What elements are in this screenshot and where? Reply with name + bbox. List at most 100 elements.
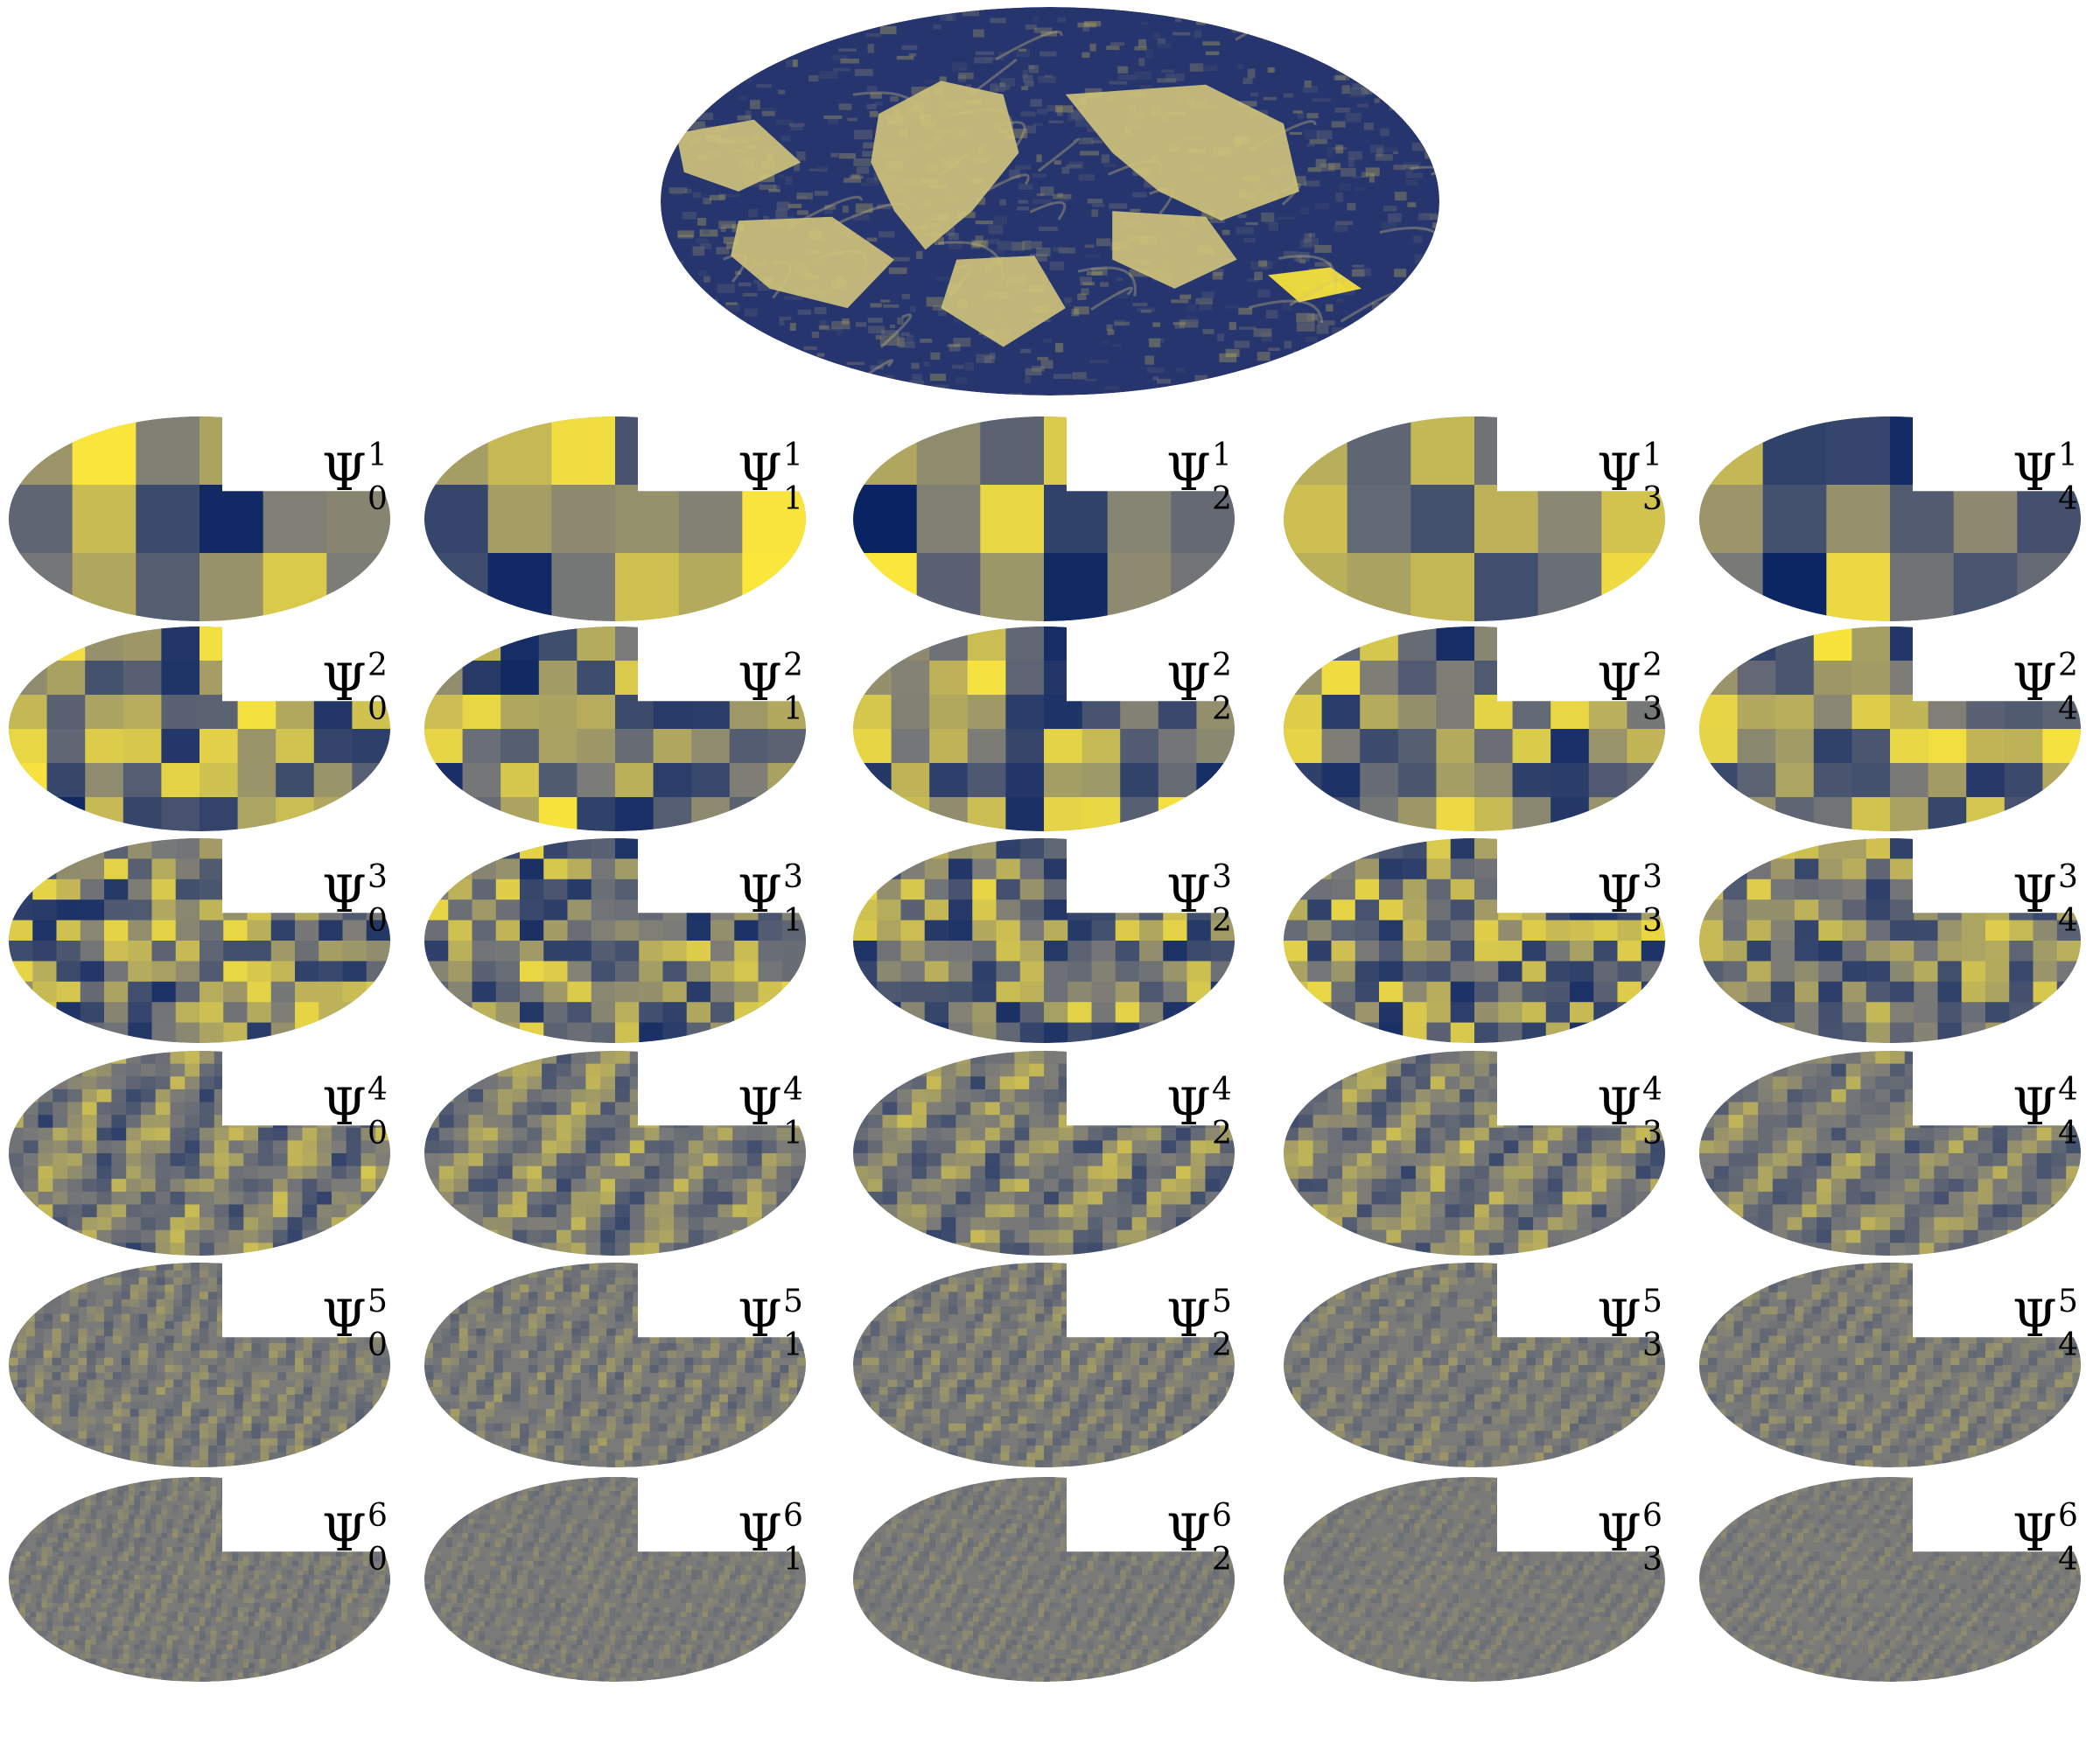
wavelet-cell [1347,553,1411,621]
wavelet-cell [1577,1166,1592,1180]
wavelet-cell [2009,981,2034,1003]
wavelet-cell [767,763,806,798]
wavelet-cell [173,1298,183,1307]
earth-texture [1432,54,1439,59]
wavelet-cell [1044,1217,1060,1231]
wavelet-cell [453,1127,469,1141]
wavelet-cell [984,1166,1001,1180]
wavelet-cell [1430,1088,1446,1103]
wavelet-cell [2051,1242,2067,1256]
earth-texture [1333,147,1348,150]
wavelet-cell [320,1342,331,1351]
earth-texture [738,95,747,101]
earth-texture [1356,342,1374,348]
wavelet-cell [23,1191,39,1206]
wavelet-cell [718,1217,733,1231]
wavelet-cell [1813,661,1852,696]
earth-texture [1020,348,1032,354]
earth-texture [848,15,862,19]
wavelet-cell [941,1063,956,1077]
earth-texture [669,325,687,328]
wavelet-cell [996,941,1021,962]
wavelet-cell [111,1102,127,1116]
wavelet-cell [453,1153,469,1167]
wavelet-cell [342,961,368,983]
wavelet-cell [128,838,153,859]
wavelet-cell [1205,1153,1221,1167]
wavelet-panel-l2-o3: Ψ2 3 [1284,621,1723,831]
wavelet-cell [1949,1217,1964,1231]
wavelet-cell [60,1284,70,1293]
wavelet-cell [882,1102,898,1116]
wavelet-label: Ψ2 1 [738,648,803,727]
wavelet-cell [9,1191,24,1206]
wavelet-cell [81,1153,98,1167]
wavelet-cell [1342,1102,1358,1116]
wavelet-cell [1284,1140,1299,1154]
earth-texture [1172,32,1191,36]
wavelet-cell [1699,797,1739,831]
earth-texture [1388,344,1399,351]
wavelet-cell [1961,941,1986,962]
wavelet-cell [1371,1115,1387,1129]
wavelet-cell [1186,961,1212,983]
wavelet-cell [591,961,616,983]
earth-texture [1088,394,1107,396]
wavelet-cell [1845,1140,1862,1154]
wavelet-cell [970,1140,986,1154]
earth-texture [1036,154,1042,163]
wavelet-cell [867,1063,884,1077]
label-backdrop [638,411,864,492]
wavelet-cell [155,1051,172,1065]
earth-texture [677,344,688,351]
earth-texture [682,297,690,303]
wavelet-cell [312,1401,322,1410]
wavelet-cell [1860,1204,1876,1218]
wavelet-cell [52,1357,62,1366]
earth-texture [1335,75,1346,80]
wavelet-cell [710,920,735,942]
wavelet-cell [318,1002,344,1024]
wavelet-cell [1592,1166,1607,1180]
wavelet-cell [570,1140,587,1154]
wavelet-cell [302,1242,318,1256]
wavelet-cell [1163,961,1188,983]
wavelet-cell [1852,626,1891,662]
wavelet-cell [1699,763,1739,798]
wavelet-cell [262,485,327,554]
wavelet-cell [1029,1127,1045,1141]
wavelet-cell [659,1204,675,1218]
wavelet-cell [200,1217,215,1231]
wavelet-cell [882,1115,898,1129]
wavelet-cell [996,900,1021,921]
wavelet-cell [691,797,731,831]
earth-texture [1340,168,1356,177]
wavelet-cell [277,1401,287,1410]
earth-texture [1394,269,1407,277]
wavelet-cell [1830,1102,1847,1116]
wavelet-cell [891,661,930,696]
wavelet-cell [615,1063,631,1077]
wavelet-cell [577,763,616,798]
wavelet-cell [2051,1140,2067,1154]
wavelet-cell [87,1292,96,1300]
wavelet-cell [867,1229,884,1243]
wavelet-cell [686,961,711,983]
earth-texture [832,12,844,18]
wavelet-cell [1890,1229,1906,1243]
wavelet-cell [520,838,544,859]
label-backdrop [1913,1046,2100,1126]
wavelet-cell [43,1306,53,1315]
wavelet-cell [867,1217,884,1231]
wavelet-cell [269,1357,278,1366]
wavelet-cell [175,858,200,880]
wavelet-cell [1592,1204,1607,1218]
earth-texture [1247,68,1256,79]
wavelet-cell [1875,1063,1891,1077]
earth-texture [783,346,794,357]
wavelet-cell [970,1088,986,1103]
wavelet-cell [52,1115,68,1129]
wavelet-cell [1190,1191,1207,1206]
wavelet-cell [1158,763,1197,798]
wavelet-cell [78,1335,88,1344]
